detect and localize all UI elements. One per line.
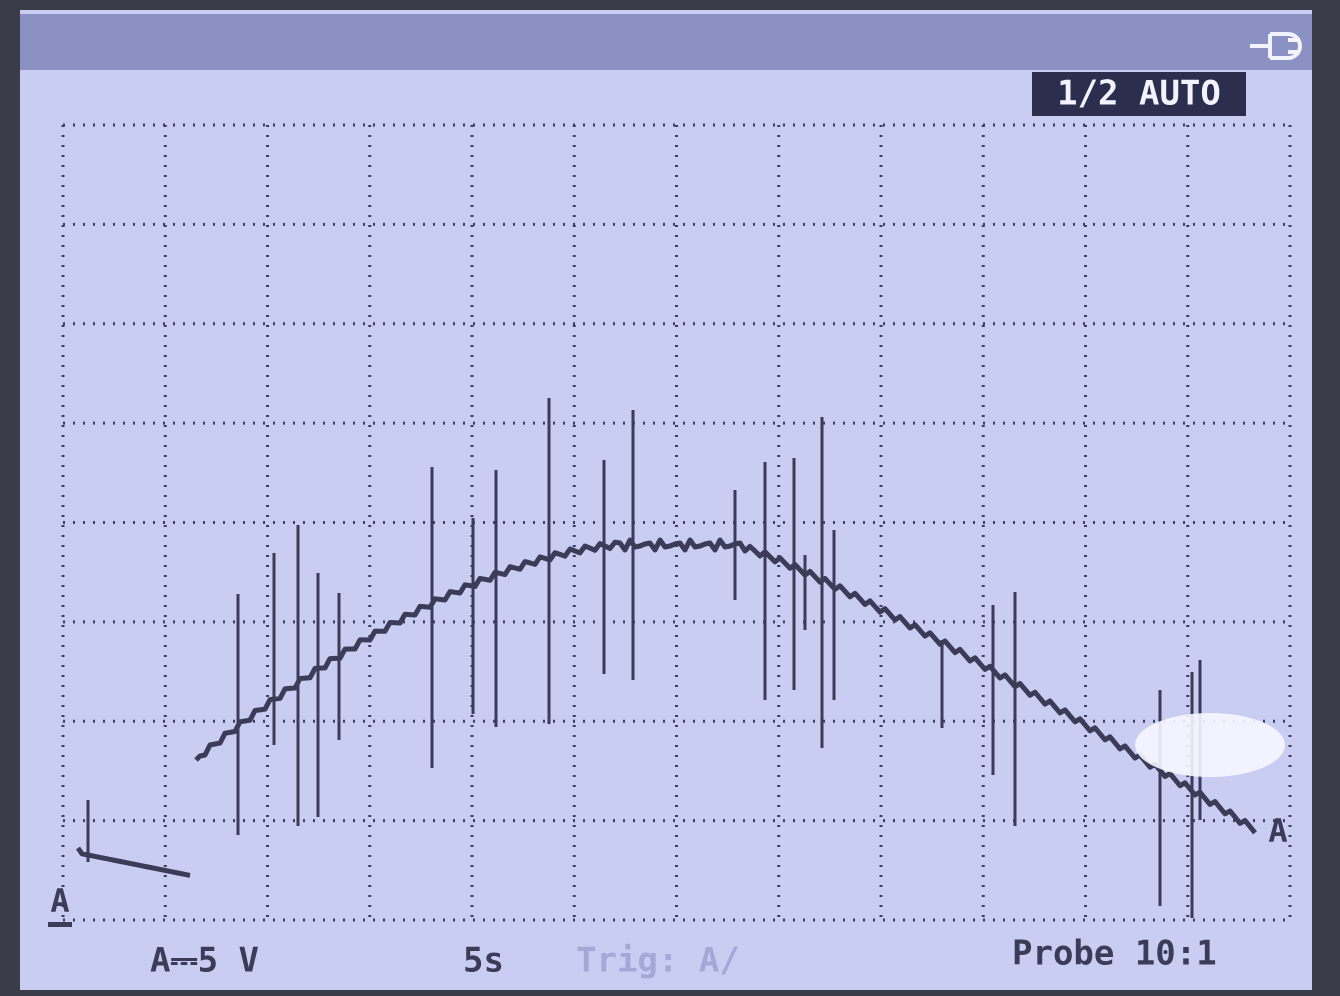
timebase-label: 5s — [463, 941, 504, 981]
scope-photo: 1/2 AUTO A A A⎓5 V 5s Trig: A/ Probe 10:… — [0, 0, 1340, 996]
marker-left: A — [50, 882, 69, 920]
trigger-label: Trig: A/ — [576, 941, 740, 981]
glare — [1135, 713, 1285, 777]
marker-right: A — [1268, 812, 1287, 850]
scale-label: A⎓5 V — [150, 941, 259, 981]
mode-label: 1/2 AUTO — [1057, 74, 1221, 114]
marker-underline — [48, 922, 72, 927]
top-bar — [20, 14, 1312, 70]
probe-label: Probe 10:1 — [1012, 934, 1217, 974]
screen — [20, 10, 1312, 990]
